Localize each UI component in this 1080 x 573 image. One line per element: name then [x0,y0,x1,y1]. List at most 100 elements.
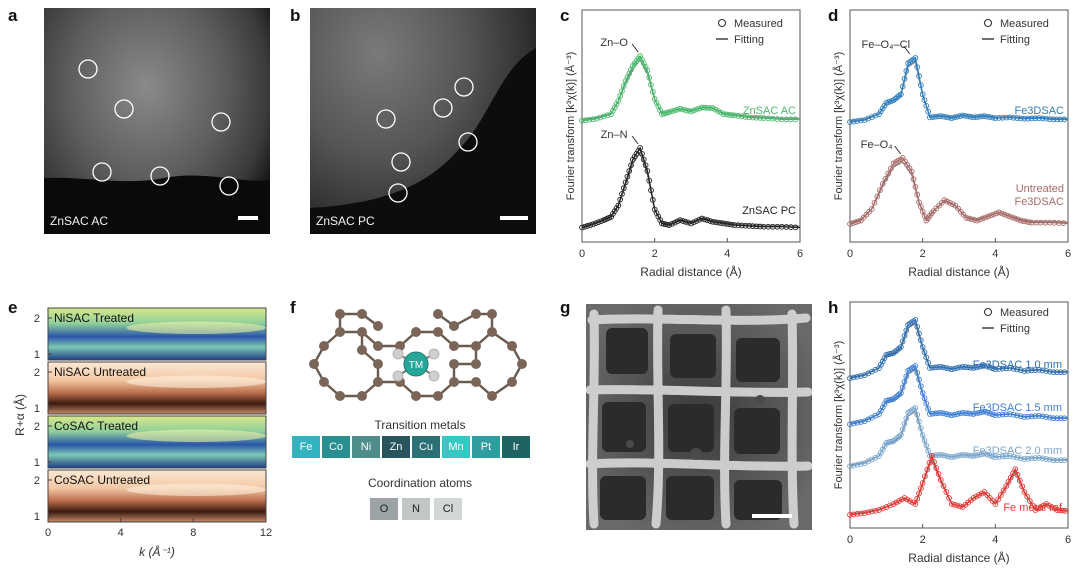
data-point [590,116,596,123]
data-point [1054,369,1060,376]
data-point [715,219,722,226]
data-point [999,453,1006,460]
data-point [1020,218,1027,224]
y-axis-label: Fourier transform [k³χ(k)] (Å⁻³) [564,52,577,200]
metal-chip-ni: Ni [352,436,380,458]
data-point [946,411,952,418]
data-point [582,117,589,124]
data-point [882,175,889,182]
series-label: Fe metal ref [1003,502,1063,514]
x-tick-label: 2 [920,248,926,260]
data-point [718,220,724,226]
data-point [916,376,922,383]
data-point [997,492,1004,498]
data-point [731,222,738,228]
data-point [1046,414,1053,421]
data-point [1003,114,1010,121]
data-point [973,452,980,459]
data-point [858,510,864,517]
data-point [648,187,654,194]
data-point [1061,457,1068,464]
data-point [965,452,971,459]
plot-frame [849,301,1069,529]
data-point [932,113,939,120]
data-point [1032,507,1039,513]
data-point [937,363,944,370]
data-point [847,375,853,382]
panel-letter-f: f [290,298,296,317]
data-point [696,216,703,223]
data-point [847,221,853,227]
data-point [1032,115,1039,122]
data-point [878,108,884,115]
data-point [965,410,971,417]
data-point [1029,502,1036,509]
single-atom-marker [376,109,396,129]
data-point [679,106,686,113]
data-point [917,425,924,432]
data-point [1035,505,1041,512]
data-point [901,495,908,501]
data-point [935,471,942,477]
data-point [1017,455,1024,462]
data-point [593,115,600,122]
data-point [996,454,1002,460]
data-point [1046,456,1053,463]
data-point [1054,415,1060,422]
data-point [970,453,977,459]
data-point [998,210,1005,217]
data-point [893,499,900,506]
data-point [639,150,645,157]
data-point [925,447,931,454]
data-point [1010,411,1017,418]
y-axis-label: Fourier transform [k³χ(k)] (Å⁻³) [832,52,845,200]
data-point [1059,507,1066,514]
data-point [888,165,894,172]
data-point [704,104,711,111]
data-point [1010,114,1017,121]
data-point [669,108,675,115]
data-point [1028,455,1035,462]
data-point [907,498,913,504]
data-point [916,73,922,80]
legend-label-fitting: Fitting [1000,34,1030,46]
data-point [615,202,622,209]
scale-bar [752,514,792,518]
data-point [879,505,886,512]
heatmap-row [47,307,267,361]
data-point [699,104,705,111]
data-point [699,215,705,222]
y-tick-label: 1 [34,457,40,469]
data-point [1028,115,1035,122]
data-point [709,218,716,225]
data-point [940,452,947,459]
data-point [877,187,883,193]
single-atom-marker [391,152,411,172]
data-point [590,221,596,228]
data-point [1005,478,1012,485]
data-point [615,98,622,104]
data-point [1050,369,1057,376]
data-point [872,112,879,119]
data-point [1057,457,1064,464]
x-tick-label: 6 [1065,534,1071,546]
data-point [712,219,719,226]
data-point [914,64,921,70]
data-point [619,191,625,197]
data-point [850,511,857,518]
data-point [987,410,993,417]
data-point [1054,116,1060,123]
data-point [954,453,961,459]
x-tick-label: 0 [847,248,853,260]
data-point [852,219,859,226]
data-point [929,410,936,417]
data-point [1032,367,1039,373]
single-atom-marker [211,112,231,132]
data-point [1003,365,1010,372]
data-point [1000,487,1007,494]
data-point [865,509,872,516]
data-point [679,218,686,224]
data-point [854,419,861,426]
data-point [876,111,882,117]
data-point [981,408,988,415]
